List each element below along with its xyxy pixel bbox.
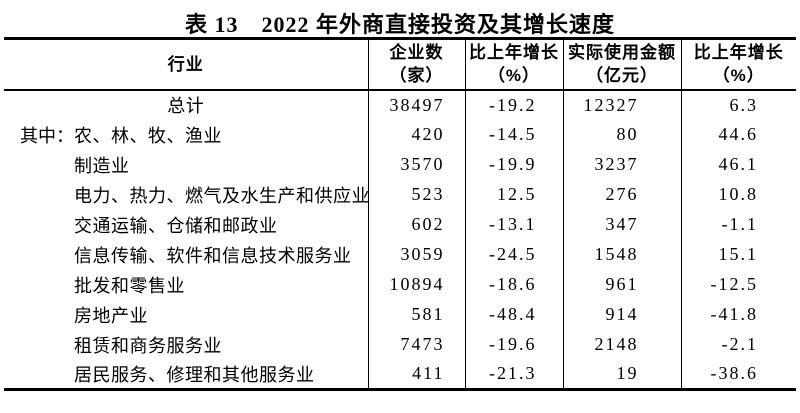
table-row: 交通运输、仓储和邮政业 602 -13.1 347 -1.1 (4, 209, 796, 240)
value-cell: 10894 (368, 269, 466, 300)
industry-cell: 房地产业 (4, 299, 369, 330)
industry-cell: 批发和零售业 (4, 269, 369, 300)
table-row: 批发和零售业 10894 -18.6 961 -12.5 (4, 269, 796, 300)
industry-label: 房地产业 (74, 305, 148, 326)
industry-label: 农、林、牧、渔业 (74, 125, 222, 146)
value-cell: 3059 (368, 239, 466, 270)
value-cell: -19.2 (465, 89, 564, 120)
industry-label: 制造业 (74, 155, 130, 176)
industry-cell: 居民服务、修理和其他服务业 (4, 359, 369, 390)
industry-label: 租赁和商务服务业 (74, 335, 222, 356)
value-cell: -19.6 (465, 329, 564, 360)
industry-label: 电力、热力、燃气及水生产和供应业 (74, 185, 370, 206)
value-cell: -13.1 (465, 209, 564, 240)
industry-cell: 制造业 (4, 149, 369, 180)
table-row: 制造业 3570 -19.9 3237 46.1 (4, 149, 796, 180)
header-row: 行业 企业数 （家） 比上年增长 （%） 实际使用金额 （亿元） 比上年增长 （… (4, 38, 796, 91)
header-line: 比上年增长 (693, 43, 784, 63)
table-row: 租赁和商务服务业 7473 -19.6 2148 -2.1 (4, 329, 796, 360)
industry-cell: 信息传输、软件和信息技术服务业 (4, 239, 369, 270)
value-cell: -18.6 (465, 269, 564, 300)
value-cell: -12.5 (710, 274, 758, 294)
value-cell: 961 (563, 269, 682, 300)
column-header-industry: 行业 (4, 38, 369, 91)
among-which-prefix: 其中： (20, 125, 74, 146)
table-row-total: 总计 38497 -19.2 12327 6.3 (4, 89, 796, 120)
value-cell: 80 (563, 119, 682, 150)
header-unit: （亿元） (586, 66, 658, 86)
value-cell: 44.6 (718, 124, 758, 144)
value-cell: -14.5 (465, 119, 564, 150)
value-cell: -41.8 (710, 304, 758, 324)
industry-label: 居民服务、修理和其他服务业 (74, 364, 315, 385)
value-cell: 19 (563, 359, 682, 390)
value-cell: -24.5 (465, 239, 564, 270)
value-cell: 1548 (563, 239, 682, 270)
header-line: 实际使用金额 (568, 43, 676, 63)
header-line: 企业数 (389, 43, 444, 63)
table-row: 房地产业 581 -48.4 914 -41.8 (4, 299, 796, 330)
value-cell: -19.9 (465, 149, 564, 180)
value-cell: 3570 (368, 149, 466, 180)
value-cell: -1.1 (721, 214, 758, 234)
industry-cell: 租赁和商务服务业 (4, 329, 369, 360)
value-cell: 12.5 (465, 179, 564, 210)
value-cell: -2.1 (721, 334, 758, 354)
value-cell: 420 (368, 119, 466, 150)
value-cell: 46.1 (718, 154, 758, 174)
value-cell: 411 (368, 359, 466, 390)
column-header-growth-amount: 比上年增长 （%） (681, 38, 796, 91)
value-cell: -21.3 (465, 359, 564, 390)
header-unit: （家） (389, 66, 444, 86)
value-cell: 602 (368, 209, 466, 240)
value-cell: 15.1 (718, 244, 758, 264)
table-row: 居民服务、修理和其他服务业 411 -21.3 19 -38.6 (4, 359, 796, 390)
industry-label: 交通运输、仓储和邮政业 (74, 215, 278, 236)
industry-label: 信息传输、软件和信息技术服务业 (74, 245, 352, 266)
table-title: 表 13 2022 年外商直接投资及其增长速度 (184, 12, 615, 37)
value-cell: 2148 (563, 329, 682, 360)
header-unit: （%） (712, 66, 765, 86)
value-cell: 10.8 (718, 184, 758, 204)
industry-label: 总计 (167, 96, 205, 116)
header-unit: （%） (487, 66, 541, 86)
value-cell: 347 (563, 209, 682, 240)
value-cell: 6.3 (729, 94, 758, 115)
value-cell: 581 (368, 299, 466, 330)
value-cell: 276 (563, 179, 682, 210)
industry-cell: 总计 (4, 89, 369, 120)
industry-cell: 其中：农、林、牧、渔业 (4, 119, 369, 150)
header-line: 比上年增长 (469, 43, 559, 63)
industry-cell: 交通运输、仓储和邮政业 (4, 209, 369, 240)
value-cell: -38.6 (710, 363, 758, 384)
fdi-table: 行业 企业数 （家） 比上年增长 （%） 实际使用金额 （亿元） 比上年增长 （… (4, 37, 796, 391)
table-row: 电力、热力、燃气及水生产和供应业 523 12.5 276 10.8 (4, 179, 796, 210)
column-header-amount: 实际使用金额 （亿元） (563, 38, 682, 91)
value-cell: 523 (368, 179, 466, 210)
value-cell: 914 (563, 299, 682, 330)
column-header-growth-enterprises: 比上年增长 （%） (465, 38, 564, 91)
value-cell: 38497 (368, 89, 466, 120)
value-cell: 12327 (563, 89, 682, 120)
value-cell: 3237 (563, 149, 682, 180)
column-header-enterprises: 企业数 （家） (368, 38, 466, 91)
value-cell: -48.4 (465, 299, 564, 330)
industry-label: 批发和零售业 (74, 275, 185, 296)
table-row: 其中：农、林、牧、渔业 420 -14.5 80 44.6 (4, 119, 796, 150)
table-row: 信息传输、软件和信息技术服务业 3059 -24.5 1548 15.1 (4, 239, 796, 270)
value-cell: 7473 (368, 329, 466, 360)
industry-cell: 电力、热力、燃气及水生产和供应业 (4, 179, 370, 210)
